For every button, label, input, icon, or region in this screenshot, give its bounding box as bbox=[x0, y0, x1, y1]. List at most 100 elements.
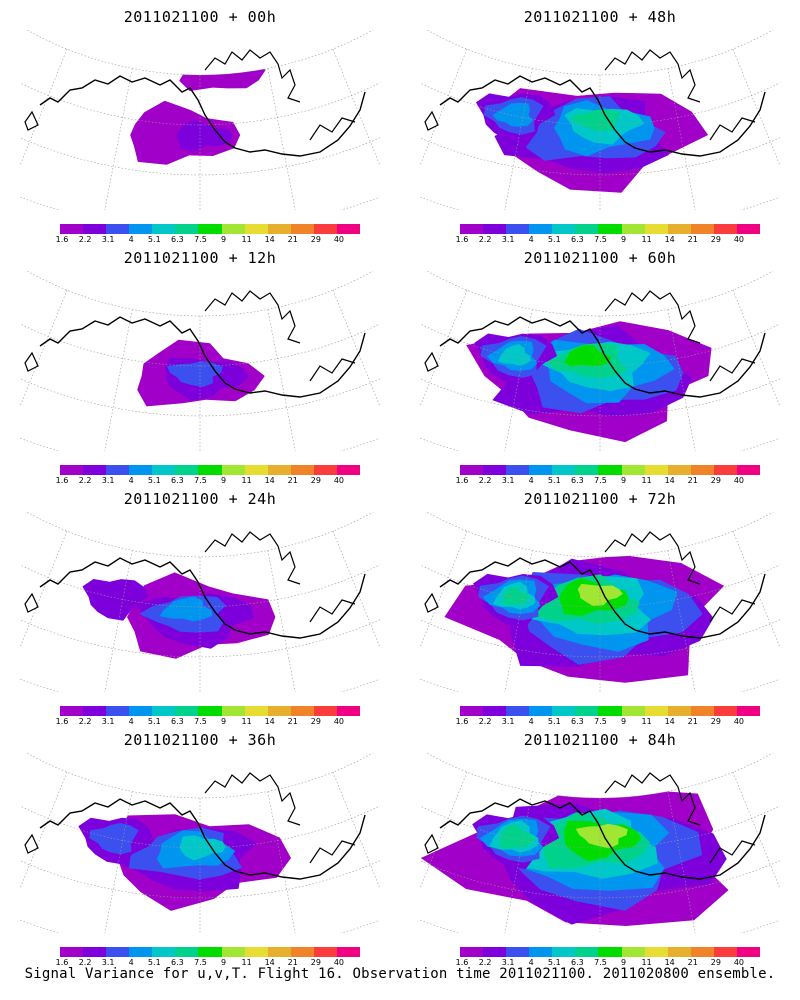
colorbar-swatch bbox=[598, 465, 622, 475]
colorbar-tick-label: 9 bbox=[220, 235, 227, 244]
colorbar-swatch bbox=[152, 947, 176, 957]
coastline bbox=[39, 557, 366, 639]
colorbar-tick-label: 6.3 bbox=[571, 717, 584, 726]
colorbar-swatch bbox=[267, 947, 291, 957]
map-panel: 2011021100 + 48h 1.6 2.2 3.1 4 5.1 6.3 7.5 9 11 14… bbox=[400, 0, 800, 248]
colorbar-tick-label: 6.3 bbox=[171, 476, 184, 485]
colorbar-swatch bbox=[736, 706, 761, 716]
colorbar-swatch bbox=[198, 465, 222, 475]
graticule-meridian bbox=[20, 772, 68, 890]
colorbar-swatch bbox=[129, 465, 153, 475]
colorbar-swatch bbox=[106, 465, 130, 475]
colorbar-swatch bbox=[60, 706, 84, 716]
coastline-island bbox=[24, 351, 39, 372]
colorbar-tick-label: 5.1 bbox=[547, 958, 561, 967]
colorbar-swatch bbox=[83, 706, 107, 716]
colorbar-tick-label: 7.5 bbox=[594, 476, 607, 485]
colorbar-tick-label: 1.6 bbox=[455, 958, 469, 967]
colorbar-tick-label: 14 bbox=[264, 476, 275, 485]
coastline-east bbox=[709, 840, 756, 864]
colorbar bbox=[60, 947, 361, 957]
map-panel: 2011021100 + 60h 1.6 2.2 3.1 4 5.1 6.3 7.5 9 11 14… bbox=[400, 241, 800, 489]
graticule-parallel bbox=[20, 323, 380, 367]
colorbar-swatch bbox=[736, 224, 761, 234]
coastline-east bbox=[309, 117, 356, 141]
colorbar-swatch bbox=[667, 706, 691, 716]
colorbar-swatch bbox=[690, 465, 714, 475]
coastline-island bbox=[24, 592, 39, 613]
graticule-meridian bbox=[332, 290, 380, 408]
colorbar-tick-label: 2.2 bbox=[478, 476, 492, 485]
signal-variance-map bbox=[420, 512, 780, 692]
colorbar-tick-label: 11 bbox=[641, 235, 652, 244]
colorbar-tick-label: 21 bbox=[287, 958, 298, 967]
colorbar-tick-label: 21 bbox=[287, 235, 298, 244]
map-panel: 2011021100 + 72h 1.6 2.2 3.1 4 5.1 6.3 7.5 9 11 14… bbox=[400, 482, 800, 730]
colorbar-tick-label: 3.1 bbox=[101, 235, 115, 244]
colorbar-tick-label: 9 bbox=[620, 235, 627, 244]
coastline bbox=[39, 75, 366, 157]
colorbar-tick-label: 40 bbox=[733, 958, 745, 967]
colorbar-swatch bbox=[244, 947, 268, 957]
graticule-meridian bbox=[332, 49, 380, 167]
graticule-meridian bbox=[104, 68, 133, 210]
colorbar-tick-label: 29 bbox=[710, 476, 721, 485]
colorbar-swatch bbox=[290, 706, 314, 716]
colorbar-tick-label: 40 bbox=[333, 717, 345, 726]
colorbar-swatch bbox=[106, 947, 130, 957]
colorbar-tick-label: 11 bbox=[641, 717, 652, 726]
graticule-meridian bbox=[104, 550, 133, 692]
colorbar bbox=[460, 947, 761, 957]
coastline-arctic bbox=[204, 772, 301, 826]
colorbar-swatch bbox=[667, 224, 691, 234]
signal-variance-map bbox=[20, 512, 380, 692]
colorbar-tick-label: 7.5 bbox=[594, 958, 607, 967]
graticule-meridian bbox=[667, 68, 696, 210]
colorbar-swatch bbox=[175, 706, 199, 716]
colorbar-tick-label: 21 bbox=[687, 476, 698, 485]
colorbar-tick-label: 7.5 bbox=[194, 476, 207, 485]
coastline bbox=[439, 75, 766, 157]
graticule-meridian bbox=[420, 290, 468, 408]
colorbar-swatch bbox=[221, 706, 245, 716]
coastline bbox=[439, 798, 766, 880]
coastline-island bbox=[424, 110, 439, 131]
colorbar-tick-label: 14 bbox=[264, 235, 275, 244]
figure-caption: Signal Variance for u,v,T. Flight 16. Ob… bbox=[24, 966, 776, 982]
colorbar-tick-label: 29 bbox=[310, 235, 321, 244]
colorbar-tick-label: 5.1 bbox=[147, 235, 161, 244]
colorbar-swatch bbox=[575, 706, 599, 716]
colorbar-swatch bbox=[60, 465, 84, 475]
coastline-island bbox=[424, 351, 439, 372]
colorbar-swatch bbox=[506, 224, 530, 234]
colorbar-swatch bbox=[713, 224, 737, 234]
colorbar-swatch bbox=[244, 465, 268, 475]
graticule-meridian bbox=[504, 68, 533, 210]
colorbar-swatch bbox=[198, 706, 222, 716]
graticule-parallel bbox=[420, 564, 780, 608]
colorbar-tick-label: 3.1 bbox=[501, 958, 515, 967]
graticule-meridian bbox=[732, 49, 780, 167]
colorbar-swatch bbox=[106, 224, 130, 234]
colorbar-tick-label: 7.5 bbox=[194, 235, 207, 244]
colorbar-swatch bbox=[336, 224, 361, 234]
colorbar-swatch bbox=[152, 706, 176, 716]
colorbar-tick-label: 2.2 bbox=[478, 958, 492, 967]
colorbar-swatch bbox=[690, 947, 714, 957]
colorbar-swatch bbox=[529, 947, 553, 957]
colorbar-swatch bbox=[221, 947, 245, 957]
coastline bbox=[439, 316, 766, 398]
colorbar-swatch bbox=[198, 224, 222, 234]
colorbar-tick-label: 29 bbox=[310, 717, 321, 726]
colorbar-swatch bbox=[483, 465, 507, 475]
colorbar-swatch bbox=[221, 224, 245, 234]
colorbar-swatch bbox=[175, 947, 199, 957]
colorbar-tick-label: 9 bbox=[220, 958, 227, 967]
colorbar-tick-label: 11 bbox=[241, 476, 252, 485]
colorbar-swatch bbox=[552, 706, 576, 716]
colorbar-labels: 1.6 2.2 3.1 4 5.1 6.3 7.5 9 11 14 21 29 40 bbox=[456, 717, 760, 729]
coastline-east bbox=[309, 840, 356, 864]
colorbar-labels: 1.6 2.2 3.1 4 5.1 6.3 7.5 9 11 14 21 29 40 bbox=[56, 958, 360, 970]
signal-field-contour bbox=[179, 835, 226, 861]
colorbar-tick-label: 1.6 bbox=[55, 717, 69, 726]
